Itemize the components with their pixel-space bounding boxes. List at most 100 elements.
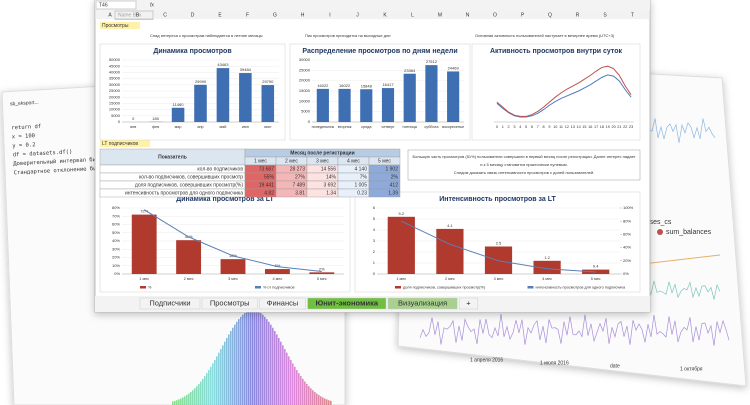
hist-bar <box>192 390 194 405</box>
y-tick-label: 0 <box>118 119 121 124</box>
legend-swatch <box>657 229 663 235</box>
note: Пик просмотров приходится на выходные дн… <box>305 33 391 38</box>
hist-bar <box>174 400 176 405</box>
bar <box>176 240 202 274</box>
axis-label: 1 апреля 2016 <box>470 357 503 363</box>
hist-bar <box>260 313 262 405</box>
x-tick-label: воскресенье <box>442 125 464 129</box>
data-label: 2% <box>319 266 325 271</box>
hist-bar <box>190 391 192 405</box>
legend-entry: sum_balances <box>666 229 712 236</box>
data-label: 29990 <box>195 79 207 84</box>
legend-swatch <box>255 286 261 289</box>
column-letter: H <box>301 12 305 18</box>
bar <box>338 88 351 122</box>
cell-value: 14 556 <box>321 166 337 172</box>
table-header-text: Показатель <box>158 154 187 160</box>
y-tick-label: 20000 <box>109 94 121 99</box>
data-label: 29790 <box>262 79 274 84</box>
bar <box>381 88 395 122</box>
x-tick-label: 16 <box>588 125 592 129</box>
data-label: 6% <box>275 263 281 268</box>
hist-bar <box>304 381 306 405</box>
data-label: 16022 <box>317 83 329 88</box>
x-tick-label: 19 <box>606 125 610 129</box>
x-tick-label: 23 <box>629 125 633 129</box>
table-month: 2 мес <box>285 158 298 164</box>
cell-value: 73 687 <box>259 166 275 172</box>
hist-bar <box>262 314 264 405</box>
sheet-tab[interactable] <box>139 297 201 310</box>
x-tick-label: 22 <box>623 125 627 129</box>
hist-bar <box>328 400 330 405</box>
y-tick-label: 25000 <box>299 67 311 72</box>
x-tick-label: 5 мес <box>591 277 601 281</box>
bar <box>261 85 275 122</box>
hist-bar <box>240 316 242 405</box>
section-cell <box>100 140 150 147</box>
formula-bar <box>95 0 650 10</box>
column-letter: F <box>246 12 249 18</box>
sheet-tab[interactable] <box>259 297 306 310</box>
bar <box>316 88 329 122</box>
line <box>496 65 632 117</box>
hist-bar <box>230 331 232 405</box>
hist-bar <box>264 316 266 405</box>
hist-bar <box>186 394 188 405</box>
sheet-tab-label: + <box>466 298 471 307</box>
line <box>143 209 322 273</box>
hist-bar <box>202 378 204 405</box>
hist-bar <box>318 394 320 405</box>
y-tick-label: 40% <box>112 238 120 243</box>
cell-value: 19 441 <box>259 182 275 188</box>
column-letter: Q <box>548 12 552 18</box>
column-letter: M <box>438 12 442 18</box>
x-tick-label: 3 <box>513 125 515 129</box>
note: Основная активность пользователей наступ… <box>475 33 615 38</box>
x-tick-label: 18 <box>600 125 604 129</box>
x-tick-label: 20 <box>611 125 615 129</box>
sheet-tab[interactable] <box>201 297 258 310</box>
y-tick-label: 2 <box>373 249 376 254</box>
x-tick-label: суббота <box>424 125 439 129</box>
data-label: 1.2 <box>544 255 550 260</box>
x-tick-label: 9 <box>548 125 550 129</box>
data-label: 4.1 <box>447 223 453 228</box>
legend-swatch <box>527 286 534 289</box>
hist-bar <box>204 376 206 405</box>
decor-line <box>639 118 716 143</box>
hist-bar <box>228 334 230 405</box>
hist-bar <box>288 356 290 405</box>
row-label: кол-во подписчиков <box>197 166 243 172</box>
note: Спад интереса к просмотрам наблюдается в… <box>150 33 263 38</box>
x-tick-label: вторник <box>338 125 352 129</box>
hist-bar <box>324 398 326 405</box>
cell-value: 4 140 <box>354 166 367 172</box>
y-tick-label: 40000 <box>109 69 121 74</box>
hist-bar <box>218 352 220 405</box>
hist-bar <box>252 310 254 405</box>
data-label: 5.2 <box>399 211 405 216</box>
sheet-tab[interactable] <box>387 297 458 310</box>
hist-bar <box>280 341 282 405</box>
name-box[interactable] <box>95 0 137 10</box>
y-tick-label: 10% <box>112 263 120 268</box>
hist-bar <box>316 393 318 405</box>
table-cell <box>368 188 401 198</box>
sheet-tab[interactable] <box>458 297 479 310</box>
sheet-tab[interactable] <box>307 297 387 310</box>
bar <box>309 272 335 274</box>
hist-bar <box>172 401 174 405</box>
column-letter: L <box>411 12 414 18</box>
hist-bar <box>298 373 300 405</box>
hist-bar <box>194 388 196 405</box>
x-tick-label: пятница <box>403 125 418 129</box>
bar <box>131 214 157 274</box>
chart-title: Интенсивность просмотров за LT <box>439 196 556 203</box>
cell-value: 14% <box>326 174 337 180</box>
y2-tick-label: 40% <box>623 245 631 250</box>
data-label: 15848 <box>361 83 373 88</box>
x-tick-label: 0 <box>496 125 498 129</box>
column-letter: J <box>356 12 359 18</box>
x-tick-label: 15 <box>582 125 586 129</box>
